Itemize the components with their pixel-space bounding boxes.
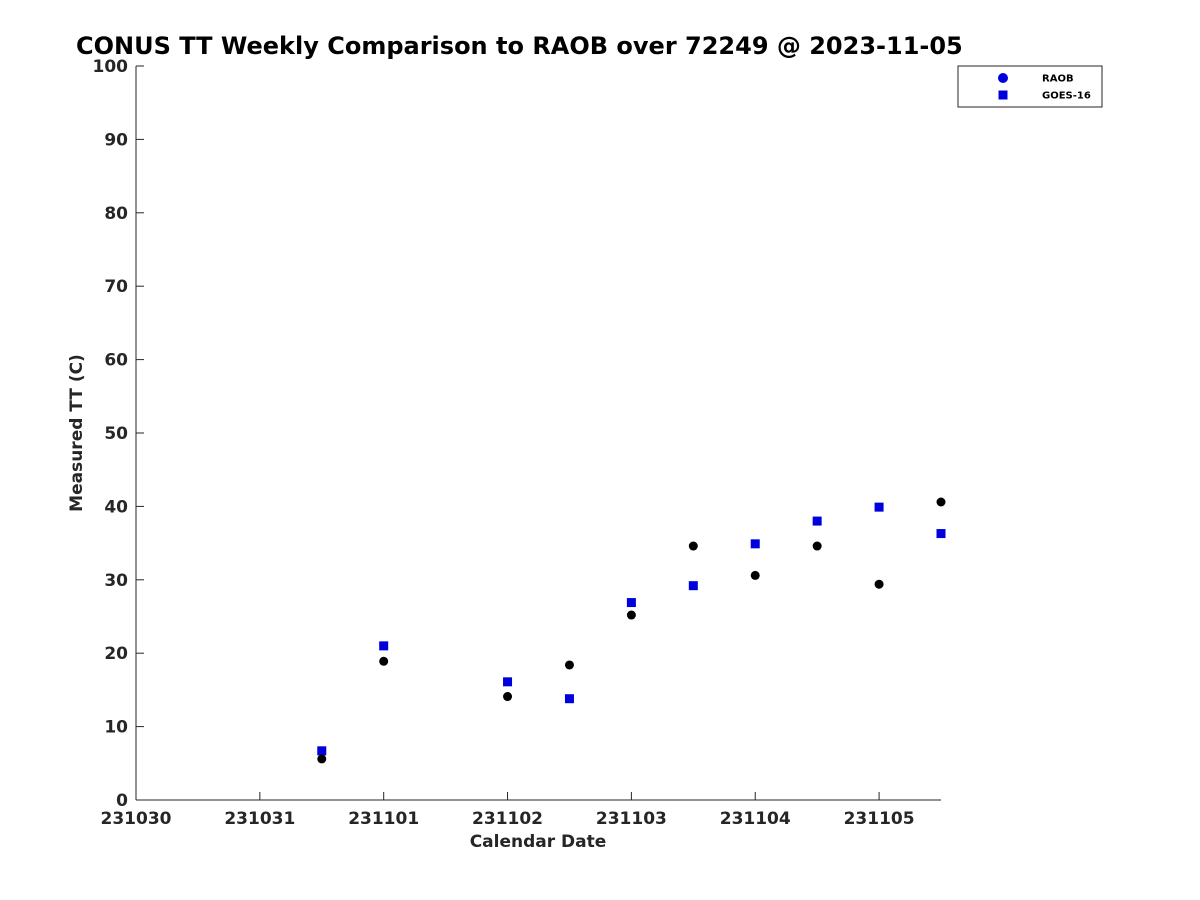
raob-point (874, 579, 884, 589)
x-tick-label: 231031 (224, 809, 295, 829)
raob-point (317, 754, 327, 764)
goes16-point (317, 746, 327, 756)
x-tick-label: 231030 (101, 809, 172, 829)
y-tick-label: 40 (104, 497, 128, 517)
raob-point (936, 497, 946, 507)
raob-point (750, 570, 760, 580)
legend: RAOB GOES-16 (957, 65, 1103, 108)
x-tick-label: 231105 (844, 809, 915, 829)
legend-box (957, 65, 1103, 108)
goes16-point (626, 598, 636, 608)
y-tick-label: 70 (104, 277, 128, 297)
y-tick-label: 100 (93, 57, 129, 77)
y-tick-label: 10 (104, 718, 128, 738)
goes16-point (750, 539, 760, 549)
x-axis-ticks: 231030 231031 231101 231102 231103 231104 2311… (101, 792, 915, 829)
y-tick-label: 90 (104, 130, 128, 150)
legend-label: GOES-16 (1042, 91, 1091, 102)
y-tick-label: 60 (104, 351, 128, 371)
y-tick-label: 50 (104, 424, 128, 444)
x-tick-label: 231104 (720, 809, 791, 829)
x-tick-label: 231102 (472, 809, 543, 829)
goes16-point (688, 581, 698, 591)
goes16-point (812, 516, 822, 526)
legend-marker-goes16 (998, 90, 1008, 100)
y-axis-ticks: 0 10 20 30 40 50 60 70 80 90 100 (93, 57, 144, 811)
data-points (317, 497, 946, 764)
raob-point (379, 656, 389, 666)
raob-point (688, 541, 698, 551)
y-tick-label: 30 (104, 571, 128, 591)
x-tick-label: 231103 (596, 809, 667, 829)
goes16-point (936, 529, 946, 539)
plot-area (135, 66, 941, 801)
x-axis-label: Calendar Date (470, 832, 607, 852)
y-tick-label: 0 (116, 791, 128, 811)
legend-marker-raob (998, 73, 1008, 83)
chart-title: CONUS TT Weekly Comparison to RAOB over … (76, 32, 963, 60)
goes16-point (503, 677, 513, 687)
raob-point (503, 692, 513, 702)
y-axis-label: Measured TT (C) (67, 354, 87, 512)
raob-point (812, 541, 822, 551)
y-tick-label: 20 (104, 644, 128, 664)
goes16-point (379, 641, 389, 651)
x-tick-label: 231101 (348, 809, 419, 829)
legend-label: RAOB (1042, 74, 1074, 85)
goes16-point (874, 502, 884, 512)
goes16-point (564, 694, 574, 704)
y-tick-label: 80 (104, 204, 128, 224)
raob-point (564, 660, 574, 670)
raob-point (626, 610, 636, 620)
